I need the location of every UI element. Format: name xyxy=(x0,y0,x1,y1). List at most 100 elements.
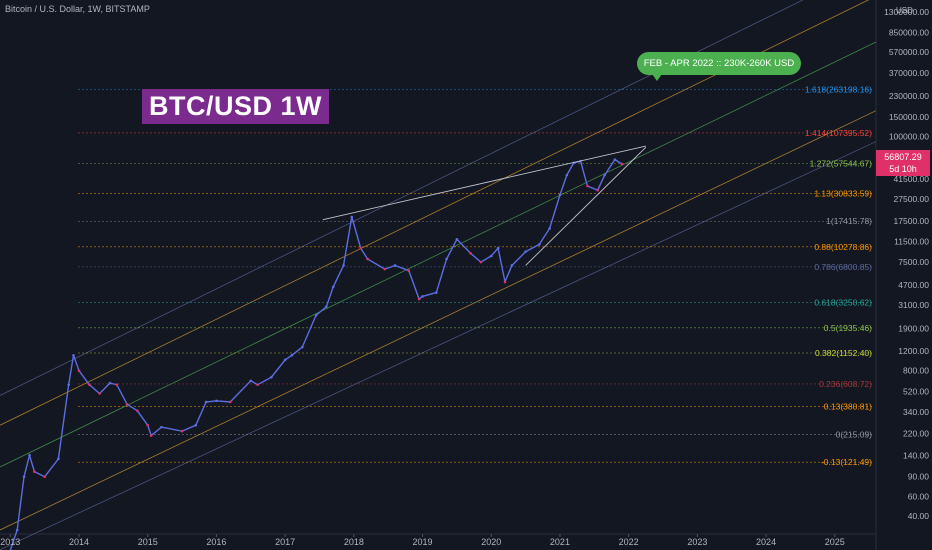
channel-line xyxy=(0,41,877,468)
y-tick-label: 27500.00 xyxy=(894,194,930,204)
fib-level-label: 0.236(608.72) xyxy=(819,379,872,389)
x-tick-label: 2025 xyxy=(825,537,845,547)
x-axis: 2013 2014 2015 2016 2017 2018 2019 2020 2021 2022… xyxy=(0,534,845,547)
price-point xyxy=(22,475,26,478)
price-point xyxy=(496,246,500,250)
price-point xyxy=(15,528,19,532)
price-point xyxy=(204,400,208,404)
fib-level-label: 0.5(1935.46) xyxy=(824,323,872,333)
price-point xyxy=(314,314,318,317)
current-price-badge: 56807.29 5d 10h xyxy=(876,150,930,176)
price-point xyxy=(434,291,438,294)
bar-countdown: 5d 10h xyxy=(889,164,917,174)
y-tick-label: 40.00 xyxy=(908,511,930,521)
y-tick-label: 800.00 xyxy=(903,366,929,376)
fib-level-label: 1.414(107395.52) xyxy=(805,128,872,138)
price-point xyxy=(421,295,424,298)
x-tick-label: 2022 xyxy=(619,537,639,547)
channel-line xyxy=(0,141,877,550)
x-tick-label: 2020 xyxy=(481,537,501,547)
price-point xyxy=(43,475,46,478)
chart-label-annotation: BTC/USD 1W xyxy=(142,89,329,124)
price-point xyxy=(33,470,36,473)
price-point xyxy=(393,264,397,267)
price-point xyxy=(331,285,335,289)
fib-level-label: 0.13(380.81) xyxy=(824,402,872,412)
fibonacci-levels: 1.618(263198.16) 1.414(107395.52) 1.272(57… xyxy=(78,84,872,467)
price-point xyxy=(77,369,81,372)
price-point xyxy=(613,158,617,161)
y-tick-label: 17500.00 xyxy=(894,216,930,226)
price-point xyxy=(366,257,369,261)
price-point xyxy=(57,457,60,461)
price-point xyxy=(98,392,101,395)
price-point xyxy=(125,403,129,406)
y-tick-label: 220.00 xyxy=(903,428,929,438)
price-point xyxy=(510,264,514,267)
price-series xyxy=(9,158,624,550)
price-point xyxy=(146,423,150,427)
price-point xyxy=(149,434,153,437)
y-tick-label: 90.00 xyxy=(908,472,930,482)
price-point xyxy=(228,400,232,404)
y-tick-label: 3100.00 xyxy=(898,300,929,310)
price-point xyxy=(603,173,606,177)
price-point xyxy=(565,173,569,177)
price-point xyxy=(108,381,112,385)
y-tick-label: 140.00 xyxy=(903,450,929,460)
fib-level-label: 0.786(6800.85) xyxy=(814,262,872,272)
channel-line xyxy=(0,0,804,396)
chart-grid xyxy=(0,0,877,550)
y-tick-label: 60.00 xyxy=(908,491,930,501)
y-tick-label: 100000.00 xyxy=(889,131,929,141)
x-tick-label: 2021 xyxy=(550,537,570,547)
fib-level-label: 0.88(10278.86) xyxy=(814,242,872,252)
fib-level-label: 0(215.09) xyxy=(836,429,873,439)
price-point xyxy=(538,243,541,246)
y-axis-unit: USD xyxy=(896,6,913,15)
price-point xyxy=(503,280,507,284)
callout-tail xyxy=(652,74,662,81)
x-tick-label: 2016 xyxy=(206,537,226,547)
price-point xyxy=(115,383,119,386)
price-point xyxy=(524,250,527,253)
wedge-lines xyxy=(322,145,647,266)
price-point xyxy=(301,345,304,349)
price-point xyxy=(469,251,472,255)
price-point xyxy=(290,353,294,357)
price-point xyxy=(28,453,31,457)
price-point xyxy=(417,297,421,301)
y-tick-label: 230000.00 xyxy=(889,91,929,101)
fib-level-label: 1(17415.78) xyxy=(826,216,872,226)
price-point xyxy=(215,399,218,403)
price-point xyxy=(407,269,411,272)
price-point xyxy=(479,260,483,264)
price-point xyxy=(72,353,75,357)
y-tick-label: 1900.00 xyxy=(898,324,929,334)
price-point xyxy=(383,267,387,271)
price-line xyxy=(9,158,623,550)
price-point xyxy=(67,383,71,386)
x-tick-label: 2013 xyxy=(0,537,20,547)
price-point xyxy=(342,264,345,267)
price-point xyxy=(88,383,91,386)
price-point xyxy=(249,379,253,383)
price-point xyxy=(489,254,493,258)
y-tick-label: 370000.00 xyxy=(889,68,929,78)
wedge-line xyxy=(525,146,647,266)
fib-level-label: 1.272(57544.67) xyxy=(810,158,873,168)
channel-lines xyxy=(0,0,877,550)
y-tick-label: 520.00 xyxy=(903,387,929,397)
price-point xyxy=(194,423,198,427)
fib-level-label: -0.13(121.49) xyxy=(821,457,872,467)
price-point xyxy=(325,305,328,308)
y-tick-label: 1200.00 xyxy=(898,346,929,356)
x-tick-label: 2019 xyxy=(413,537,433,547)
y-tick-label: 1300000.00 xyxy=(884,7,929,17)
price-point xyxy=(558,193,562,197)
price-point xyxy=(350,215,354,219)
y-tick-label: 340.00 xyxy=(903,407,929,417)
y-tick-label: 11500.00 xyxy=(894,236,929,246)
price-point xyxy=(180,429,184,433)
